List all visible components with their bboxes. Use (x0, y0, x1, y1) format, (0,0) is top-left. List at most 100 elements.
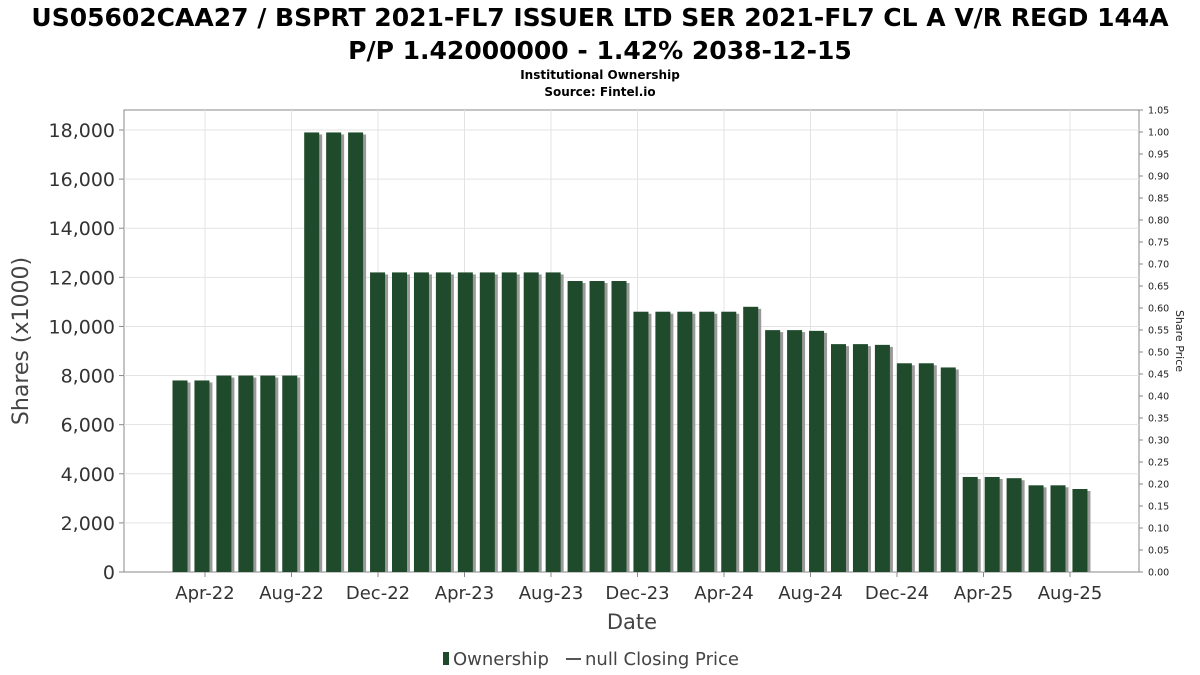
ownership-bar (501, 272, 517, 572)
ownership-bar (370, 272, 386, 572)
ownership-bar (1028, 485, 1044, 572)
ownership-bar (721, 311, 737, 572)
x-tick-label: Aug-23 (519, 583, 584, 604)
chart-title-line-1: US05602CAA27 / BSPRT 2021-FL7 ISSUER LTD… (31, 3, 1169, 32)
ownership-bar (238, 375, 254, 572)
ownership-bar (918, 363, 934, 572)
ownership-bar (699, 311, 715, 572)
x-tick-label: Apr-22 (175, 583, 234, 604)
ownership-bar (633, 311, 649, 572)
y2-axis-label: Share Price (1173, 310, 1186, 372)
x-tick-label: Apr-24 (694, 583, 753, 604)
y2-tick-label: 1.05 (1148, 106, 1169, 117)
ownership-bar (435, 272, 451, 572)
y2-tick-label: 0.35 (1148, 414, 1169, 425)
ownership-bar (984, 476, 1000, 572)
y-axis-left: 0 2,000 4,000 6,000 8,000 10,000 12,000 14,000 1… (49, 120, 124, 584)
ownership-bar (260, 375, 276, 572)
ownership-bar (611, 281, 627, 572)
y2-tick-label: 0.05 (1148, 546, 1169, 557)
y-tick-label: 2,000 (61, 513, 115, 535)
y2-tick-label: 0.30 (1148, 436, 1169, 447)
ownership-bar (567, 281, 583, 572)
ownership-bar (874, 344, 890, 572)
y2-tick-label: 0.00 (1148, 568, 1169, 579)
y2-tick-label: 1.00 (1148, 128, 1169, 139)
y-tick-label: 8,000 (61, 366, 115, 388)
y2-tick-label: 0.45 (1148, 370, 1169, 381)
legend: Ownership null Closing Price (443, 649, 739, 670)
y-tick-label: 10,000 (49, 316, 115, 338)
ownership-bar (787, 330, 803, 572)
y2-tick-label: 0.50 (1148, 348, 1169, 359)
y-axis-label: Shares (x1000) (9, 257, 34, 425)
ownership-bar (743, 306, 759, 572)
y2-tick-label: 0.70 (1148, 260, 1169, 271)
y2-tick-label: 0.55 (1148, 326, 1169, 337)
ownership-bar (852, 344, 868, 572)
ownership-bar (348, 132, 364, 572)
ownership-bar (545, 272, 561, 572)
ownership-bar (896, 363, 912, 572)
y2-tick-label: 0.80 (1148, 216, 1169, 227)
x-tick-label: Dec-24 (865, 583, 929, 604)
y2-tick-label: 0.10 (1148, 524, 1169, 535)
ownership-bar (940, 367, 956, 572)
ownership-bar (194, 380, 210, 572)
ownership-bar (216, 375, 232, 572)
y-tick-label: 18,000 (49, 120, 115, 142)
ownership-bar (413, 272, 429, 572)
y-tick-label: 6,000 (61, 415, 115, 437)
ownership-bar (765, 330, 781, 572)
y2-tick-label: 0.20 (1148, 480, 1169, 491)
y2-tick-label: 0.75 (1148, 238, 1169, 249)
x-tick-label: Apr-23 (435, 583, 494, 604)
x-tick-label: Aug-25 (1038, 583, 1103, 604)
ownership-bar (392, 272, 407, 572)
x-tick-label: Aug-24 (778, 583, 843, 604)
chart-subtitle-line-1: Institutional Ownership (520, 68, 680, 82)
ownership-bar (1050, 485, 1066, 572)
ownership-bar (326, 132, 342, 572)
x-tick-label: Dec-22 (346, 583, 410, 604)
ownership-bar (962, 476, 978, 572)
x-tick-label: Dec-23 (605, 583, 669, 604)
chart-title-line-2: P/P 1.42000000 - 1.42% 2038-12-15 (348, 36, 852, 65)
y-tick-label: 0 (103, 562, 115, 584)
ownership-bar (304, 132, 320, 572)
ownership-bar (809, 330, 825, 572)
ownership-bar (479, 272, 495, 572)
y-axis-right: 0.00 0.05 0.10 0.15 0.20 0.25 0.30 0.35 0.40 0.45… (1139, 106, 1169, 579)
y2-tick-label: 0.85 (1148, 194, 1169, 205)
legend-ownership-label: Ownership (453, 649, 549, 670)
y-tick-label: 12,000 (49, 267, 115, 289)
y2-tick-label: 0.15 (1148, 502, 1169, 513)
y-tick-label: 4,000 (61, 464, 115, 486)
y2-tick-label: 0.25 (1148, 458, 1169, 469)
ownership-bar (282, 375, 298, 572)
ownership-bar (831, 344, 846, 572)
x-axis-label: Date (607, 610, 657, 634)
ownership-bar (172, 380, 188, 572)
y2-tick-label: 0.65 (1148, 282, 1169, 293)
ownership-bar (589, 281, 605, 572)
y2-tick-label: 0.90 (1148, 172, 1169, 183)
bar-layer (172, 132, 1091, 572)
ownership-bar (655, 311, 671, 572)
ownership-bar (457, 272, 473, 572)
y2-tick-label: 0.95 (1148, 150, 1169, 161)
ownership-bar (677, 311, 693, 572)
y-tick-label: 16,000 (49, 169, 115, 191)
ownership-bar (523, 272, 539, 572)
y2-tick-label: 0.40 (1148, 392, 1169, 403)
ownership-bar (1006, 478, 1022, 572)
y2-tick-label: 0.60 (1148, 304, 1169, 315)
y-tick-label: 14,000 (49, 218, 115, 240)
legend-ownership-swatch (443, 652, 449, 665)
ownership-bar (1072, 489, 1088, 572)
x-axis: Apr-22 Aug-22 Dec-22 Apr-23 Aug-23 Dec-23 Apr-… (175, 572, 1102, 604)
x-tick-label: Aug-22 (259, 583, 324, 604)
chart-subtitle-line-2: Source: Fintel.io (544, 85, 656, 99)
